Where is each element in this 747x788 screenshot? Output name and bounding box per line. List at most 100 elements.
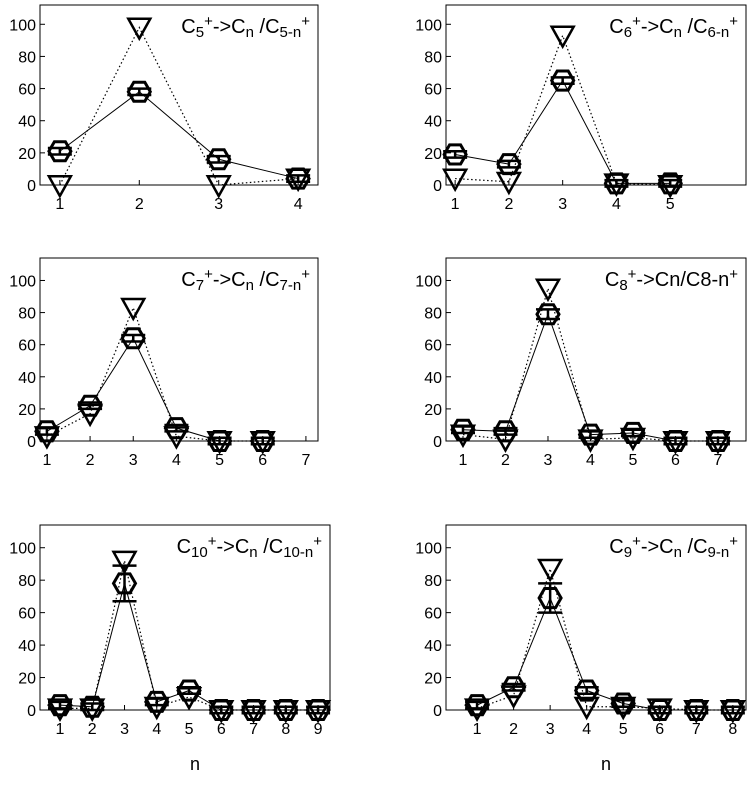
- error-bar: [286, 174, 311, 184]
- x-tick-label: 7: [301, 452, 310, 469]
- hexagon-marker: [610, 692, 636, 715]
- error-bar: [207, 436, 232, 446]
- title-part: ->Cn/C8-n: [636, 269, 729, 291]
- error-bar: [450, 425, 475, 435]
- title-part: +: [313, 533, 322, 550]
- triangle-marker: [205, 174, 232, 199]
- plot-frame: [39, 4, 319, 186]
- error-bar: [80, 702, 105, 712]
- title-part: 8: [619, 277, 627, 294]
- hexagon-marker: [464, 694, 490, 717]
- y-tick-label: 20: [18, 146, 36, 163]
- triangle-marker: [442, 168, 469, 193]
- x-tick-label: 4: [586, 452, 595, 469]
- x-tick-label: 2: [501, 452, 510, 469]
- y-tick-label: 60: [18, 338, 36, 355]
- title-part: C: [605, 269, 619, 291]
- y-tick-label: 100: [415, 273, 442, 290]
- hexagon-marker: [549, 69, 576, 92]
- hexagon-marker: [273, 699, 299, 721]
- error-bar: [209, 705, 234, 715]
- hexagon-marker: [79, 695, 106, 718]
- y-tick-label: 0: [27, 703, 36, 720]
- title-part: n: [674, 24, 682, 41]
- y-tick-label: 80: [18, 49, 36, 66]
- x-tick-label: 1: [56, 721, 65, 738]
- y-tick-label: 40: [18, 638, 36, 655]
- error-bar: [144, 697, 169, 707]
- y-tick-label: 60: [18, 606, 36, 623]
- error-bar: [465, 700, 490, 710]
- title-part: n: [246, 24, 254, 41]
- plot-frame: [39, 524, 331, 711]
- error-bar: [496, 159, 521, 169]
- hexagon-marker: [450, 418, 476, 441]
- y-tick-label: 80: [424, 306, 442, 323]
- y-tick-label: 60: [424, 338, 442, 355]
- title-part: ->C: [213, 269, 246, 291]
- y-tick-label: 0: [433, 703, 442, 720]
- title-part: 10: [191, 544, 208, 561]
- y-tick-label: 40: [18, 370, 36, 387]
- x-tick-label: 5: [185, 721, 194, 738]
- x-tick-label: 9: [314, 721, 323, 738]
- plot-frame: [445, 4, 747, 186]
- hexagon-marker: [442, 143, 468, 166]
- hexagon-marker: [705, 430, 731, 452]
- title-part: ->C: [641, 536, 674, 558]
- hexagon-marker: [34, 420, 60, 443]
- hexagon-marker: [47, 140, 73, 163]
- y-tick-label: 20: [18, 402, 36, 419]
- y-tick-label: 20: [424, 402, 442, 419]
- title-part: C: [177, 536, 191, 558]
- triangle-marker: [120, 297, 147, 322]
- hexagon-marker: [647, 699, 673, 721]
- title-part: 5-n: [280, 24, 302, 41]
- y-tick-label: 0: [433, 178, 442, 195]
- x-tick-label: 3: [120, 721, 129, 738]
- title-part: 10-n: [283, 544, 313, 561]
- x-tick-label: 4: [294, 196, 303, 213]
- x-tick-label: 5: [215, 452, 224, 469]
- x-tick-label: 1: [451, 196, 460, 213]
- x-axis-label: n: [601, 754, 611, 774]
- title-part: +: [632, 533, 641, 550]
- panel-title: C5+->Cn /C5-n+: [181, 13, 310, 41]
- x-tick-label: 1: [459, 452, 468, 469]
- triangle-marker: [549, 25, 576, 50]
- title-part: 6-n: [708, 24, 730, 41]
- hexagon-marker: [205, 148, 232, 171]
- hexagon-marker: [163, 417, 190, 440]
- error-bar: [658, 178, 683, 188]
- error-bar: [177, 686, 202, 696]
- error-bar: [578, 430, 603, 440]
- x-tick-label: 4: [612, 196, 621, 213]
- hexagon-marker: [535, 303, 561, 326]
- hexagon-marker: [240, 699, 267, 721]
- title-part: 5: [196, 24, 204, 41]
- hexagon-marker: [77, 394, 103, 417]
- error-bar: [535, 308, 560, 321]
- title-part: ->C: [641, 16, 674, 38]
- y-tick-label: 80: [18, 573, 36, 590]
- x-tick-label: 1: [55, 196, 64, 213]
- title-part: 9-n: [708, 544, 730, 561]
- error-bar: [273, 705, 298, 715]
- y-tick-label: 80: [424, 573, 442, 590]
- y-tick-label: 20: [424, 146, 442, 163]
- title-part: +: [301, 13, 310, 30]
- x-tick-label: 2: [504, 196, 513, 213]
- x-tick-label: 3: [129, 452, 138, 469]
- hexagon-marker: [620, 421, 646, 444]
- title-part: C: [609, 536, 623, 558]
- hexagon-marker: [537, 587, 563, 610]
- hexagon-marker: [144, 690, 170, 713]
- x-tick-label: 2: [88, 721, 97, 738]
- hexagon-marker: [603, 172, 630, 195]
- error-bar: [574, 686, 599, 696]
- error-bar: [663, 436, 688, 446]
